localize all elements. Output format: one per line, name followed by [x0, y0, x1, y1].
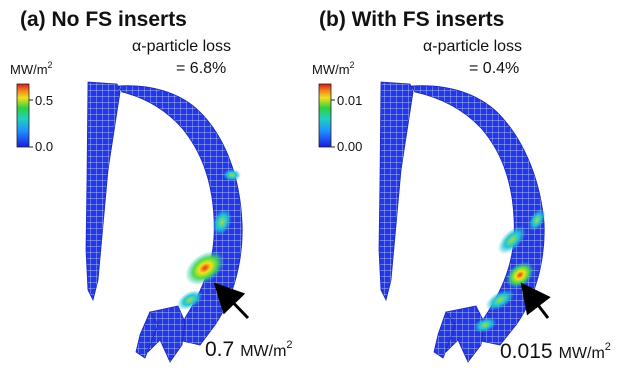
panel-a-hotspot: [185, 250, 225, 286]
panel-a-colorbar-scale: [16, 83, 30, 148]
panel-b-peak-label: 0.015 MW/m2: [500, 340, 611, 363]
panel-b-hotspot: [505, 261, 535, 289]
panel-b-loss-value: = 0.4%: [469, 60, 519, 77]
panel-b-colorbar-scale: [318, 83, 332, 148]
panel-b-colorbar-min: 0.00: [337, 139, 362, 154]
panel-a-colorbar-max: 0.5: [35, 93, 53, 108]
panel-b-first-wall-mesh: [378, 81, 546, 363]
panel-a-title: (a) No FS inserts: [20, 8, 187, 31]
panel-b-title: (b) With FS inserts: [319, 8, 504, 31]
panel-a-loss-value: = 6.8%: [176, 60, 226, 77]
panel-b-colorbar: MW/m2 0.01 0.00: [312, 60, 362, 154]
panel-a-peak-label: 0.7 MW/m2: [205, 338, 293, 361]
panel-a-peak-arrow: [213, 282, 250, 320]
panel-a-colorbar-min: 0.0: [35, 139, 53, 154]
panel-a-colorbar-unit: MW/m2: [10, 60, 53, 77]
panel-b-colorbar-max: 0.01: [337, 93, 362, 108]
panel-b-loss-label: α-particle loss: [423, 38, 522, 55]
panel-a-first-wall-mesh: [85, 81, 243, 363]
panel-b: (b) With FS inserts α-particle loss = 0.…: [312, 8, 611, 363]
panel-b-peak-arrow: [520, 282, 551, 319]
panel-a-colorbar: MW/m2 0.5 0.0: [10, 60, 53, 154]
panel-a: (a) No FS inserts α-particle loss = 6.8%…: [10, 8, 293, 363]
panel-a-loss-label: α-particle loss: [132, 38, 231, 55]
panel-b-colorbar-unit: MW/m2: [312, 60, 355, 77]
